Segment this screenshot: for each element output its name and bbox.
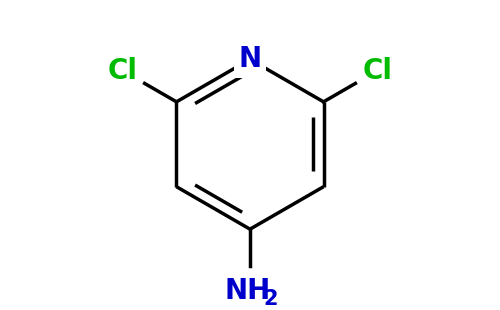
Text: Cl: Cl — [362, 57, 392, 85]
Text: Cl: Cl — [108, 57, 138, 85]
Text: NH: NH — [224, 277, 270, 305]
Text: N: N — [238, 45, 262, 73]
Text: 2: 2 — [263, 289, 278, 309]
